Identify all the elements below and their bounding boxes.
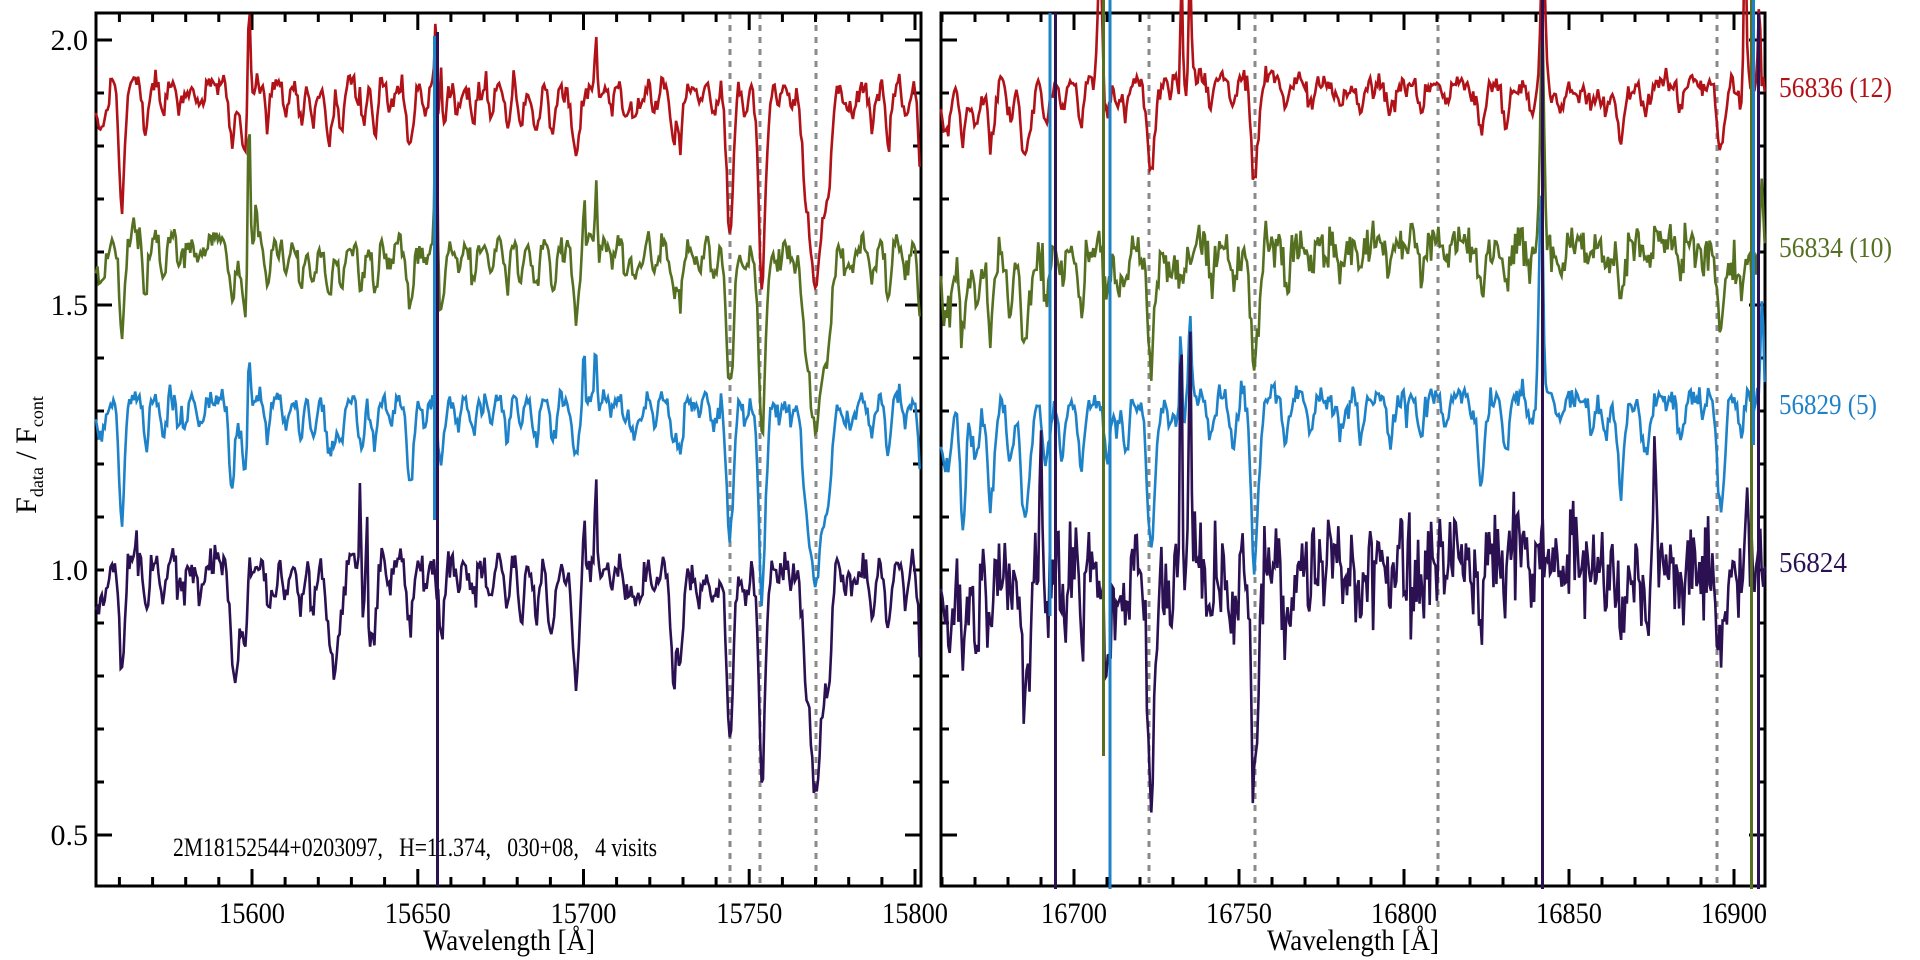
svg-text:16800: 16800 — [1371, 897, 1437, 930]
svg-text:2.0: 2.0 — [51, 24, 89, 57]
svg-text:2M18152544+0203097, H=11.374: 2M18152544+0203097, H=11.374, 030+08, 4 … — [173, 833, 657, 862]
svg-text:Fdata / Fcont: Fdata / Fcont — [10, 396, 47, 514]
svg-text:15750: 15750 — [716, 897, 782, 930]
svg-text:56836 (12): 56836 (12) — [1779, 72, 1892, 104]
svg-text:15600: 15600 — [219, 897, 285, 930]
svg-text:16900: 16900 — [1701, 897, 1767, 930]
svg-text:1.5: 1.5 — [51, 289, 89, 322]
svg-text:56834 (10): 56834 (10) — [1779, 232, 1892, 264]
svg-text:16850: 16850 — [1536, 897, 1602, 930]
svg-text:16700: 16700 — [1041, 897, 1107, 930]
svg-text:0.5: 0.5 — [51, 819, 89, 852]
svg-text:Wavelength [Å]: Wavelength [Å] — [423, 924, 595, 957]
svg-text:15700: 15700 — [551, 897, 617, 930]
svg-text:15800: 15800 — [882, 897, 948, 930]
svg-text:1.0: 1.0 — [51, 554, 89, 587]
svg-text:56829 (5): 56829 (5) — [1779, 389, 1877, 421]
svg-text:16750: 16750 — [1206, 897, 1272, 930]
svg-text:15650: 15650 — [385, 897, 451, 930]
svg-text:Wavelength [Å]: Wavelength [Å] — [1267, 924, 1439, 957]
svg-text:56824: 56824 — [1779, 547, 1847, 579]
